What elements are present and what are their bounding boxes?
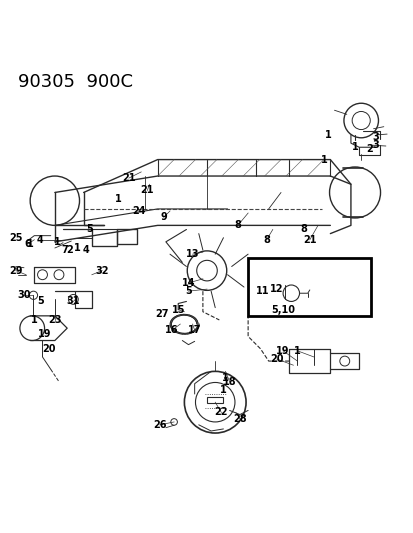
Text: 3: 3 — [371, 140, 378, 150]
Text: 19: 19 — [275, 346, 289, 356]
Text: 18: 18 — [222, 377, 236, 386]
Text: 1: 1 — [351, 142, 358, 152]
Text: 14: 14 — [181, 278, 195, 288]
Text: 28: 28 — [233, 414, 246, 424]
Text: 11: 11 — [255, 286, 268, 296]
Text: 21: 21 — [122, 173, 135, 183]
Text: 1: 1 — [53, 237, 60, 247]
Text: 2: 2 — [66, 245, 72, 255]
Text: 2: 2 — [365, 144, 372, 154]
Text: 23: 23 — [48, 315, 62, 325]
Bar — [116, 230, 137, 244]
Bar — [92, 230, 116, 246]
Text: 1: 1 — [320, 155, 327, 165]
Text: 16: 16 — [165, 325, 178, 335]
Text: 5: 5 — [185, 286, 191, 296]
Text: 17: 17 — [188, 325, 201, 335]
Text: 13: 13 — [185, 249, 199, 259]
Text: 20: 20 — [270, 354, 283, 364]
Text: 8: 8 — [234, 220, 241, 230]
Text: 21: 21 — [140, 185, 154, 196]
Text: 24: 24 — [132, 206, 145, 216]
Text: 21: 21 — [302, 235, 316, 245]
Text: 26: 26 — [152, 420, 166, 430]
Bar — [206, 397, 223, 403]
Text: 90305  900C: 90305 900C — [18, 73, 133, 91]
Text: 6: 6 — [25, 239, 31, 249]
Text: 1: 1 — [27, 239, 33, 249]
Text: 19: 19 — [38, 329, 51, 340]
Text: 1: 1 — [324, 130, 331, 140]
Text: 1: 1 — [222, 373, 228, 383]
Text: 8: 8 — [263, 235, 269, 245]
Text: 5,10: 5,10 — [271, 305, 294, 314]
Text: 30: 30 — [17, 290, 31, 300]
Text: 27: 27 — [154, 309, 168, 319]
Text: 1: 1 — [74, 243, 81, 253]
Text: 1: 1 — [293, 346, 300, 356]
Text: 1: 1 — [31, 315, 38, 325]
Text: 31: 31 — [66, 296, 80, 306]
Text: 7: 7 — [62, 245, 68, 255]
Text: 22: 22 — [214, 408, 228, 417]
Text: 20: 20 — [42, 344, 55, 354]
Text: 5: 5 — [37, 296, 44, 306]
Text: 12: 12 — [270, 284, 283, 294]
Text: 15: 15 — [171, 305, 185, 314]
Text: 32: 32 — [95, 265, 109, 276]
Text: 29: 29 — [9, 265, 22, 276]
Bar — [247, 259, 370, 316]
Text: 8: 8 — [299, 224, 306, 235]
Text: 5: 5 — [86, 224, 93, 235]
Text: 4: 4 — [37, 235, 44, 245]
Text: 9: 9 — [160, 212, 167, 222]
Text: 4: 4 — [82, 245, 89, 255]
Text: 3: 3 — [371, 132, 378, 142]
Text: 1: 1 — [115, 193, 122, 204]
Text: 1: 1 — [220, 385, 226, 395]
Text: 25: 25 — [9, 233, 22, 243]
